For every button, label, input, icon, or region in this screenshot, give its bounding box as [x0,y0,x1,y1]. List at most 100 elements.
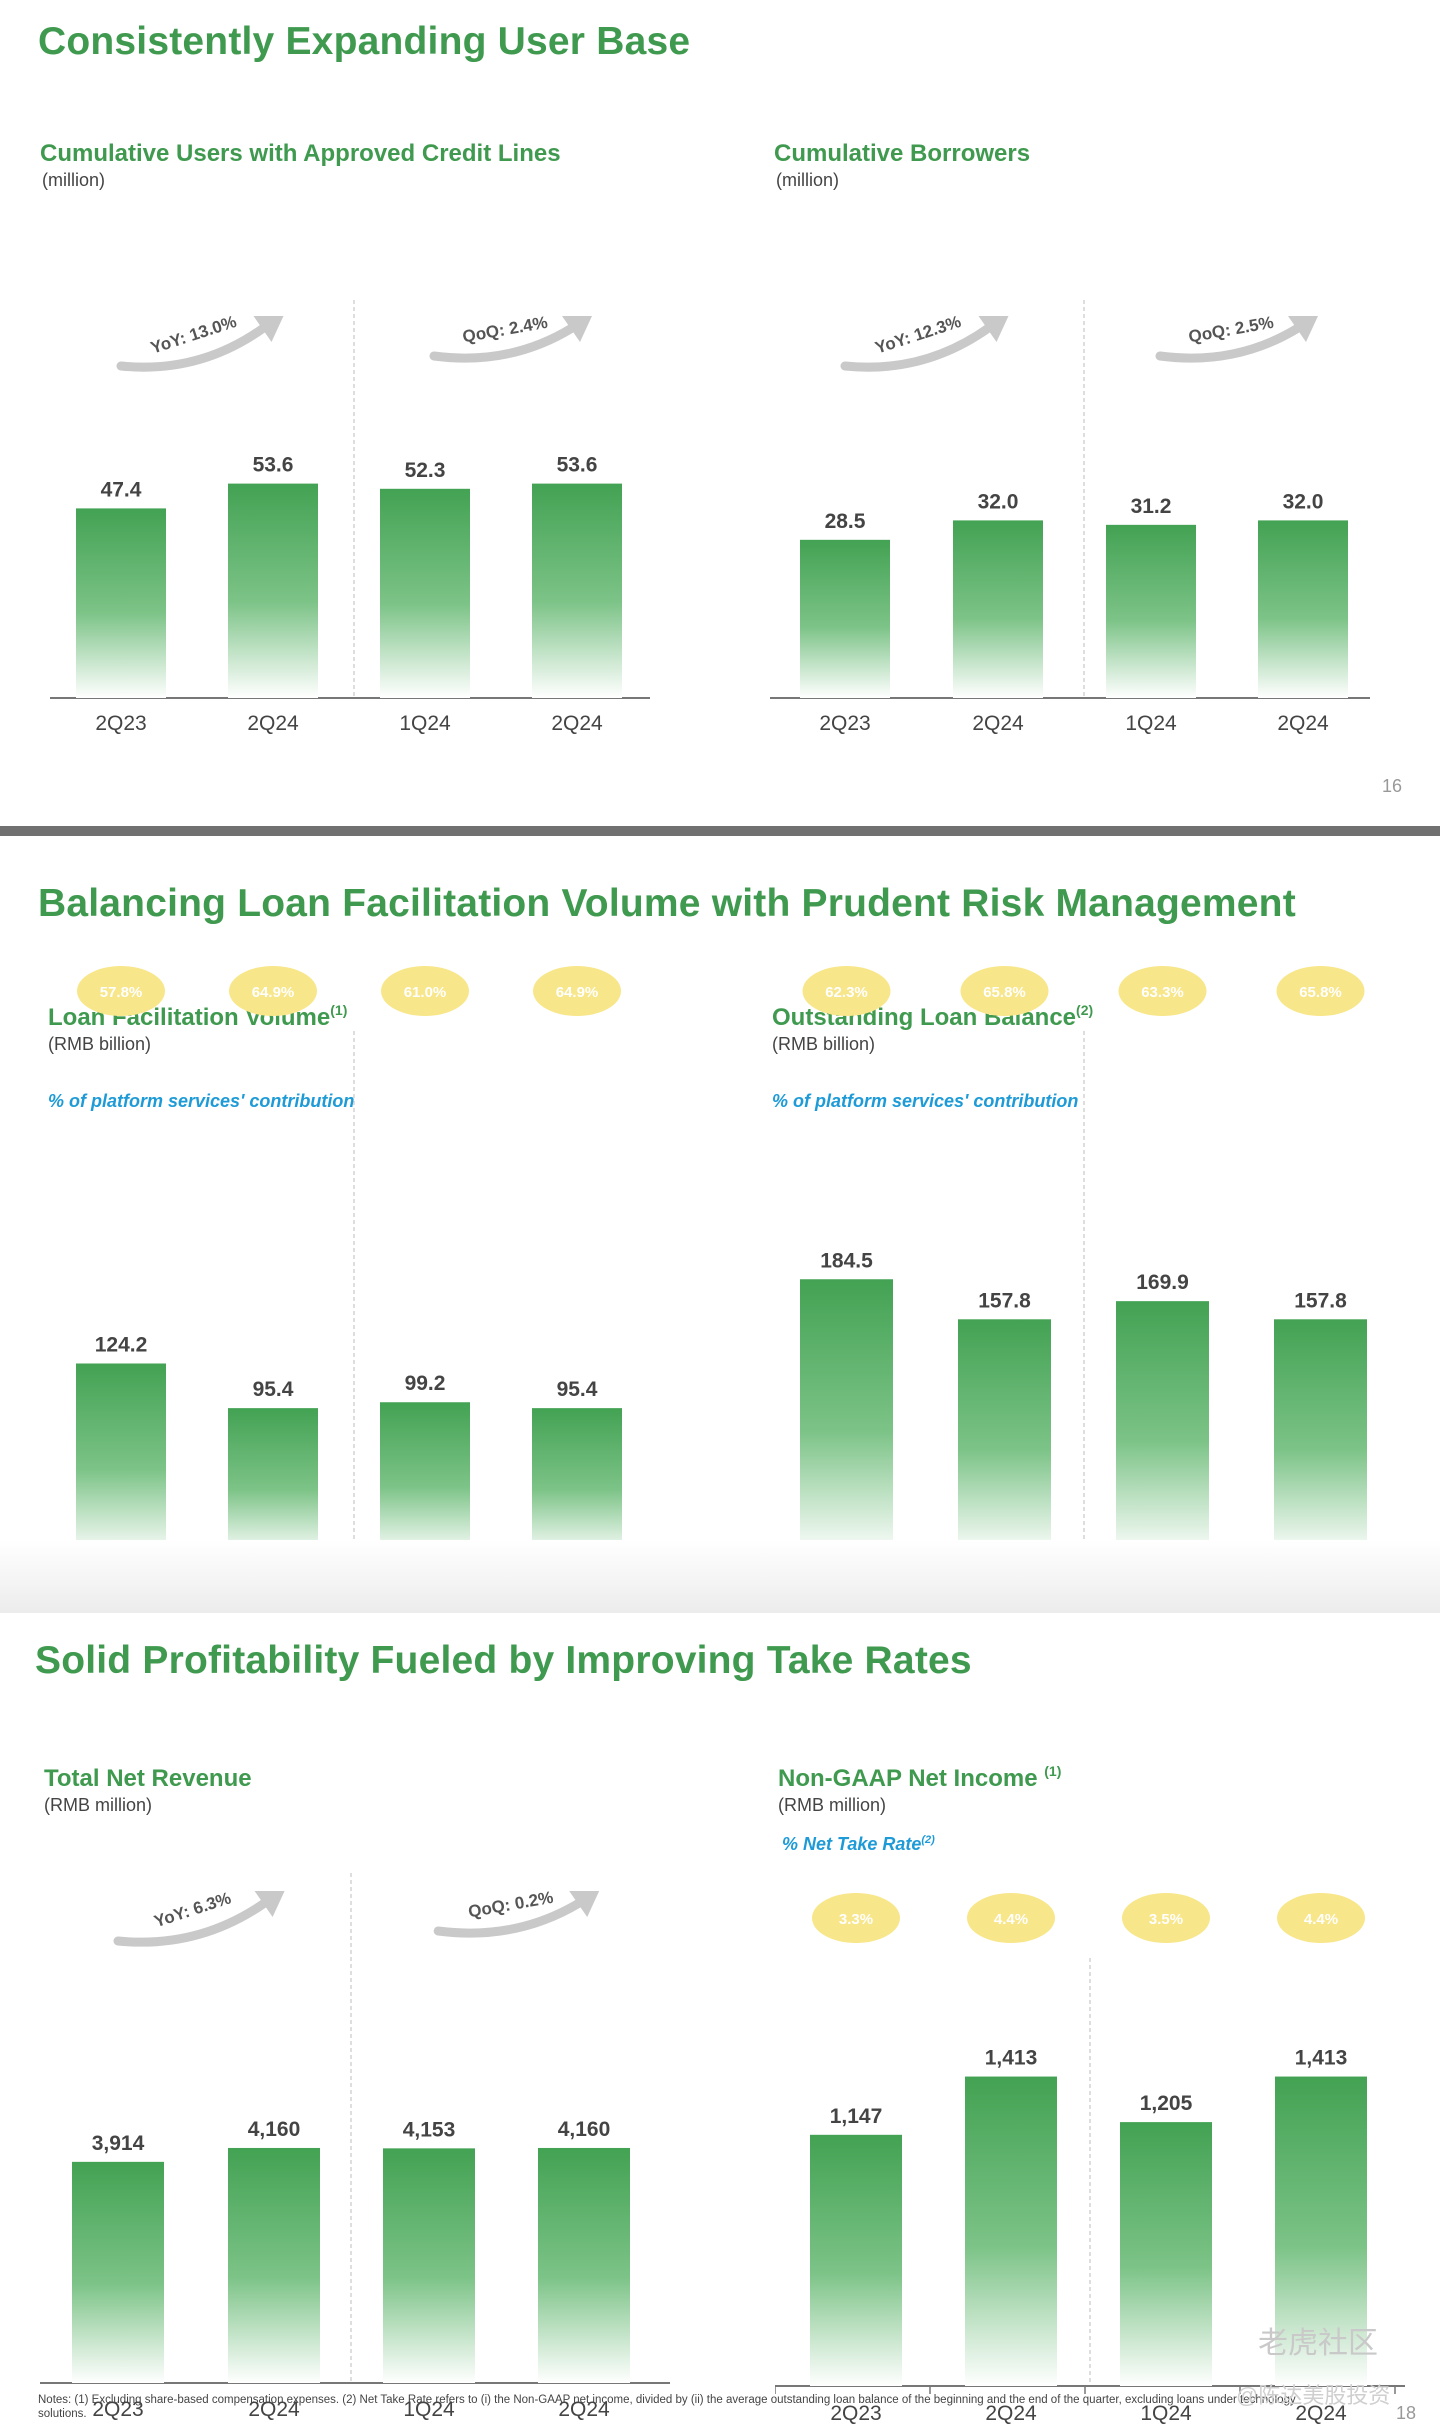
growth-arrow-shaft [116,323,268,372]
slide-separator [0,826,1440,836]
footnote-ref: (1) [1044,1763,1062,1779]
growth-arrow-head [562,316,592,342]
slide-bottom-fade [0,1540,1440,1613]
slide-profitability: Solid Profitability Fueled by Improving … [0,1613,1440,2426]
category-label: 2Q23 [830,2402,881,2425]
category-label: 2Q24 [985,2402,1037,2425]
chart-svg: 184.52Q2362.3%157.82Q2465.8%169.91Q2463.… [770,966,1370,1593]
panel-unit: (million) [42,170,105,190]
category-label: 2Q24 [558,2398,610,2421]
category-label: 2Q24 [248,2398,300,2421]
metric-label: % Net Take Rate(2) [782,1834,935,1855]
category-label: 2Q24 [1277,712,1329,735]
panel-unit: (RMB billion) [772,1034,876,1054]
metric-label: % of platform services' contribution [772,1091,1079,1111]
percent-pill-label: 57.8% [100,984,143,1001]
percent-pill-label: 65.8% [983,984,1026,1001]
growth-arrow-shaft [433,1898,584,1938]
bar [228,1408,318,1556]
growth-arrow-head [254,1891,285,1917]
slide-title: Balancing Loan Facilitation Volume with … [38,882,1296,925]
footnote-ref: (2) [1076,1002,1094,1018]
panel-title-text: Cumulative Users with Approved Credit Li… [40,140,561,167]
page-number: 16 [1382,776,1403,796]
chart-svg: 1,147 2Q23 3.3% 1,413 2Q24 4.4% 1,205 1Q24 3.5% 1… [775,1893,1405,2425]
slide-title: Solid Profitability Fueled by Improving … [35,1639,972,1682]
bar-value-label: 1,205 [1140,2092,1193,2115]
bar [72,2161,164,2383]
chart-loan-facilitation: 124.22Q2357.8%95.42Q2464.9%99.21Q2461.0%… [50,836,660,1608]
panel-title-text: Cumulative Borrowers [774,140,1031,167]
bar-value-label: 4,160 [248,2118,301,2141]
bar [76,508,166,698]
percent-pill-label: 64.9% [556,984,599,1001]
bar [1120,2122,1212,2386]
bar-value-label: 47.4 [101,478,142,501]
footnotes: Notes: (1) Excluding share-based compens… [38,2394,1296,2420]
bar-value-label: 157.8 [1294,1289,1347,1312]
percent-pill [381,966,469,1016]
bar-value-label: 157.8 [978,1289,1031,1312]
category-label: 1Q24 [1140,2402,1192,2425]
percent-pill [960,966,1049,1016]
growth-arrow: YoY: 12.3% [840,312,1009,372]
percent-pill-label: 65.8% [1299,984,1342,1001]
bar [965,2076,1057,2386]
category-label: 2Q23 [95,712,146,735]
bar-value-label: 4,153 [403,2118,456,2141]
bar [228,483,318,698]
bar [380,488,470,698]
growth-arrow-head [978,316,1009,342]
percent-pill [967,1893,1055,1943]
bar-value-label: 32.0 [1283,490,1324,513]
percent-pill-label: 3.3% [839,1911,873,1928]
growth-arrow-shaft [113,1898,270,1947]
chart-net-income: 1,147 2Q23 3.3% 1,413 2Q24 4.4% 1,205 1Q24 3.5% 1… [775,1863,1415,2426]
percent-pill [1118,966,1207,1016]
growth-arrow: QoQ: 2.4% [429,313,592,363]
bar [958,1319,1051,1556]
percent-pill-label: 4.4% [1304,1911,1338,1928]
bar-value-label: 4,160 [558,2118,611,2141]
bar-value-label: 184.5 [820,1249,873,1272]
bar-value-label: 28.5 [825,510,866,533]
bar [380,1402,470,1556]
category-label: 2Q23 [819,712,870,735]
panel-title-approved-users: Cumulative Users with Approved Credit Li… [40,140,561,168]
footnote-ref: (2) [921,1834,935,1846]
category-label: 2Q24 [247,712,299,735]
watermark: 老虎社区 [1258,2327,1378,2360]
percent-pill [802,966,891,1016]
panel-title-text: Total Net Revenue [44,1765,252,1792]
panel-title-text: Non-GAAP Net Income [778,1765,1038,1792]
metric-label-text: % Net Take Rate [782,1834,922,1854]
category-label: 2Q23 [92,2398,143,2421]
bar-value-label: 31.2 [1131,495,1172,518]
bar [1258,520,1348,698]
bar-value-label: 3,914 [92,2132,145,2155]
bar [532,1408,622,1556]
growth-arrow-head [569,1891,600,1917]
category-label: 1Q24 [403,2398,455,2421]
growth-arrow-head [1288,316,1318,342]
percent-pill [77,966,165,1016]
chart-approved-users: 47.4 2Q23 53.6 2Q24 52.3 1Q24 53.6 2Q24 YoY: 13.… [50,290,660,750]
growth-arrow: QoQ: 0.2% [433,1888,600,1938]
panel-unit: (RMB million) [778,1795,886,1815]
category-label: 2Q24 [551,712,603,735]
bar-value-label: 95.4 [253,1378,294,1401]
bar [228,2147,320,2383]
chart-svg: 3,914 2Q23 4,160 2Q24 4,153 1Q24 4,160 2Q24 YoY:… [40,1873,670,2421]
bar-value-label: 1,147 [830,2105,883,2128]
bar [538,2147,630,2383]
percent-pill-label: 61.0% [404,984,447,1001]
chart-borrowers: 28.5 2Q23 32.0 2Q24 31.2 1Q24 32.0 2Q24 YoY: 12.… [770,290,1380,750]
panel-title-borrowers: Cumulative Borrowers [774,140,1030,168]
percent-pill [812,1893,900,1943]
growth-arrow: YoY: 6.3% [113,1888,285,1947]
chart-svg: 47.4 2Q23 53.6 2Q24 52.3 1Q24 53.6 2Q24 YoY: 13.… [50,300,650,735]
percent-pill-label: 64.9% [252,984,295,1001]
bar-value-label: 53.6 [557,454,598,477]
bar [953,520,1043,698]
slide-loan-volume: Balancing Loan Facilitation Volume with … [0,836,1440,1613]
